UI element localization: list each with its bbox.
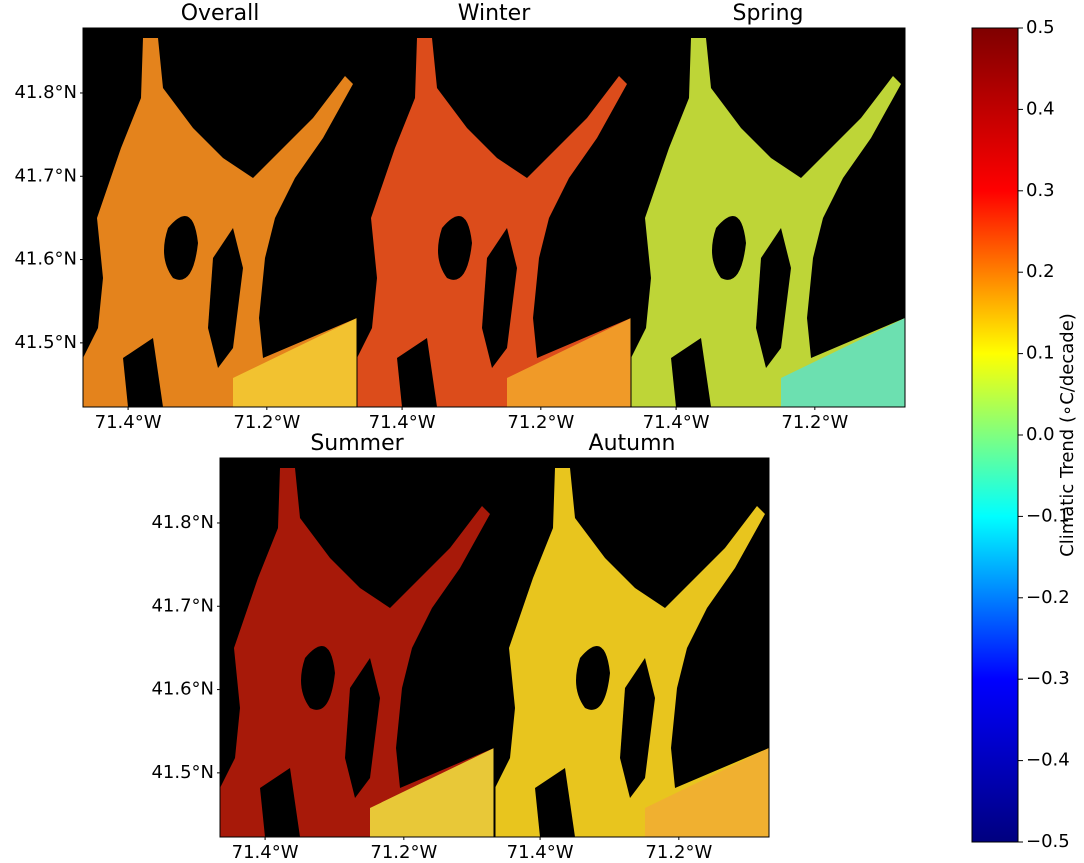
land <box>671 338 711 407</box>
panel-title: Winter <box>458 1 531 26</box>
land <box>816 208 905 348</box>
x-tick-label: 71.4°W <box>643 412 710 433</box>
panel-title: Summer <box>310 431 404 456</box>
ocean-trend <box>233 318 357 407</box>
map-panel <box>494 457 770 838</box>
ocean-trend <box>507 318 631 407</box>
y-tick-label: 41.8°N <box>14 82 77 103</box>
colorbar-tick-label: −0.1 <box>1026 505 1070 526</box>
panel-title: Spring <box>733 1 804 26</box>
colorbar-tick-label: 0.5 <box>1026 17 1055 38</box>
ocean-trend <box>370 748 494 837</box>
water-trend <box>220 468 494 837</box>
colorbar-tick-label: −0.5 <box>1026 831 1070 852</box>
land <box>535 768 575 837</box>
land <box>208 228 243 368</box>
y-tick-label: 41.5°N <box>151 762 214 783</box>
map-panel <box>356 27 632 408</box>
map-frame <box>494 457 770 838</box>
panel-title: Overall <box>181 1 260 26</box>
map-panel <box>219 457 495 838</box>
map-panel <box>630 27 906 408</box>
land <box>164 216 198 280</box>
land <box>405 638 494 778</box>
land <box>301 646 335 710</box>
x-tick-label: 71.2°W <box>645 842 712 863</box>
y-tick-label: 41.8°N <box>151 512 214 533</box>
water-trend <box>495 468 769 837</box>
water-trend <box>357 38 631 407</box>
ocean-trend <box>781 318 905 407</box>
y-tick-label: 41.6°N <box>14 249 77 270</box>
y-tick-label: 41.7°N <box>151 595 214 616</box>
y-tick-label: 41.7°N <box>14 165 77 186</box>
x-tick-label: 71.4°W <box>507 842 574 863</box>
land <box>123 338 163 407</box>
land <box>260 768 300 837</box>
colorbar-tick-label: 0.0 <box>1026 424 1055 445</box>
land <box>756 228 791 368</box>
colorbar-tick-label: −0.2 <box>1026 587 1070 608</box>
y-tick-label: 41.5°N <box>14 332 77 353</box>
ocean-trend <box>645 748 769 837</box>
x-tick-label: 71.2°W <box>781 412 848 433</box>
x-tick-label: 71.2°W <box>507 412 574 433</box>
map-frame <box>630 27 906 408</box>
land <box>712 216 746 280</box>
colorbar-tick-label: 0.1 <box>1026 343 1055 364</box>
colorbar-tick-label: −0.3 <box>1026 668 1070 689</box>
water-trend <box>631 38 905 407</box>
x-tick-label: 71.2°W <box>370 842 437 863</box>
map-frame <box>219 457 495 838</box>
x-tick-label: 71.4°W <box>232 842 299 863</box>
colorbar-tick-label: −0.4 <box>1026 750 1070 771</box>
y-tick-label: 41.6°N <box>151 679 214 700</box>
colorbar-label: Climatic Trend (∘C/decade) <box>1057 313 1078 557</box>
colorbar-tick-label: 0.3 <box>1026 180 1055 201</box>
colorbar-tick-label: 0.4 <box>1026 98 1055 119</box>
land <box>482 228 517 368</box>
colorbar <box>971 27 1019 843</box>
x-tick-label: 71.4°W <box>369 412 436 433</box>
water-trend <box>83 38 357 407</box>
land <box>345 658 380 798</box>
land <box>542 208 631 348</box>
x-tick-label: 71.2°W <box>233 412 300 433</box>
land <box>268 208 357 348</box>
land <box>397 338 437 407</box>
land <box>620 658 655 798</box>
x-tick-label: 71.4°W <box>95 412 162 433</box>
map-panel <box>82 27 358 408</box>
land <box>680 638 769 778</box>
colorbar-tick-label: 0.2 <box>1026 261 1055 282</box>
land <box>576 646 610 710</box>
land <box>438 216 472 280</box>
panel-title: Autumn <box>589 431 676 456</box>
